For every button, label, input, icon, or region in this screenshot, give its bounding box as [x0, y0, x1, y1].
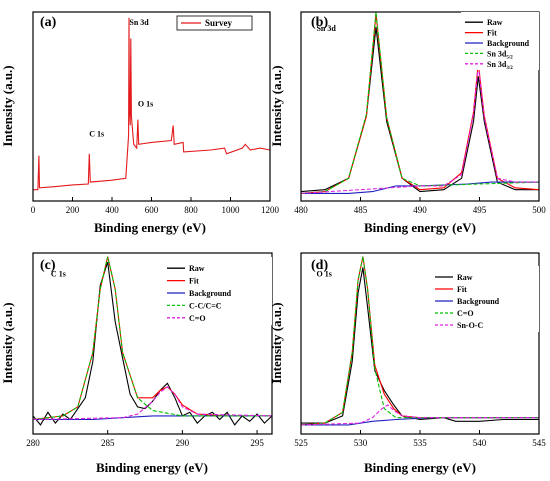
x-tick-label: 200: [66, 205, 80, 215]
x-axis-title: Binding energy (eV): [94, 220, 206, 235]
peak-annotation: Sn 3d: [316, 24, 336, 33]
x-tick-label: 480: [294, 205, 308, 215]
panel-label: (a): [40, 15, 57, 30]
y-axis-title: Intensity (a.u.): [269, 302, 284, 383]
y-axis-title: Intensity (a.u.): [0, 65, 15, 146]
panel-d: 525 530 535 540 545 Binding energy (eV) Intens…: [269, 252, 546, 475]
x-axis-title: Binding energy (eV): [364, 460, 476, 475]
peak-annotation: C 1s: [51, 270, 66, 279]
x-axis-title: Binding energy (eV): [96, 460, 208, 475]
series-line-c-o: [33, 386, 272, 421]
x-tick-label: 1200: [261, 205, 280, 215]
x-tick-label: 500: [532, 205, 546, 215]
x-tick-label: 0: [31, 205, 36, 215]
panel-label: (c): [40, 258, 56, 273]
peak-annotation: O 1s: [138, 100, 153, 109]
x-tick-label: 295: [250, 438, 264, 448]
x-tick-label: 800: [184, 205, 198, 215]
legend-label: Sn 3d3/2: [487, 60, 513, 71]
x-tick-label: 600: [145, 205, 159, 215]
x-axis-title: Binding energy (eV): [364, 220, 476, 235]
series-line-sn-o-c: [301, 404, 539, 426]
legend-label: Sn-O-C: [457, 321, 483, 330]
x-tick-label: 535: [413, 438, 427, 448]
legend-label: Fit: [457, 285, 467, 294]
x-tick-label: 530: [354, 438, 368, 448]
y-axis-title: Intensity (a.u.): [269, 65, 284, 146]
series-line-raw: [33, 261, 272, 426]
legend-label: Background: [457, 297, 500, 306]
legend: Survey: [176, 15, 253, 31]
series-line-sn-3d5-2: [301, 12, 539, 194]
series-line-background: [301, 181, 539, 194]
peak-annotation: O 1s: [316, 270, 331, 279]
legend-label: Background: [189, 289, 232, 298]
series-line-sn-3d3-2: [301, 64, 539, 194]
series-line-raw: [301, 267, 539, 424]
legend-label: Background: [487, 39, 530, 48]
legend: Raw Fit Background C-C/C=C C=O: [163, 257, 272, 325]
x-tick-label: 485: [354, 205, 368, 215]
legend-label: C=O: [189, 314, 206, 323]
x-tick-label: 525: [294, 438, 308, 448]
legend-label: Survey: [205, 18, 233, 28]
legend-label: C=O: [457, 309, 474, 318]
legend-label: Raw: [457, 273, 473, 282]
series-line-fit: [301, 13, 539, 194]
series-line-background: [33, 415, 272, 421]
panel-b: 480 485 490 495 500 Binding energy (eV) Intens…: [269, 11, 546, 235]
legend-label: Fit: [189, 277, 199, 286]
x-tick-label: 290: [176, 438, 190, 448]
series-line-c-o: [301, 256, 539, 426]
panel-label: (b): [311, 15, 328, 30]
y-axis-title: Intensity (a.u.): [0, 302, 15, 383]
x-tick-label: 540: [473, 438, 487, 448]
legend-label: Fit: [487, 29, 497, 38]
x-tick-label: 490: [413, 205, 427, 215]
panel-c: 280 285 290 295 Binding energy (eV) Intensity…: [0, 252, 273, 475]
plot-frame: [32, 252, 273, 435]
x-tick-label: 545: [532, 438, 546, 448]
peak-annotation: Sn 3d: [129, 18, 149, 27]
legend-label: Raw: [189, 264, 205, 273]
legend-label: C-C/C=C: [189, 301, 222, 310]
legend-label: Sn 3d5/2: [487, 49, 513, 60]
legend: Raw Fit Background C=O Sn-O-C: [431, 266, 539, 332]
x-tick-label: 495: [473, 205, 487, 215]
legend-label: Raw: [487, 18, 503, 27]
x-tick-label: 400: [105, 205, 119, 215]
x-tick-label: 285: [101, 438, 115, 448]
panel-a: 0 200 400 600 800 1000 1200 Binding energy (eV)…: [0, 11, 280, 235]
x-tick-label: 1000: [222, 205, 241, 215]
series-line-c-c-c-c: [33, 256, 272, 421]
legend-box: [176, 15, 253, 31]
series-line-survey: [33, 17, 270, 191]
panel-label: (d): [311, 258, 328, 273]
x-tick-label: 280: [26, 438, 40, 448]
peak-annotation: C 1s: [89, 130, 104, 139]
